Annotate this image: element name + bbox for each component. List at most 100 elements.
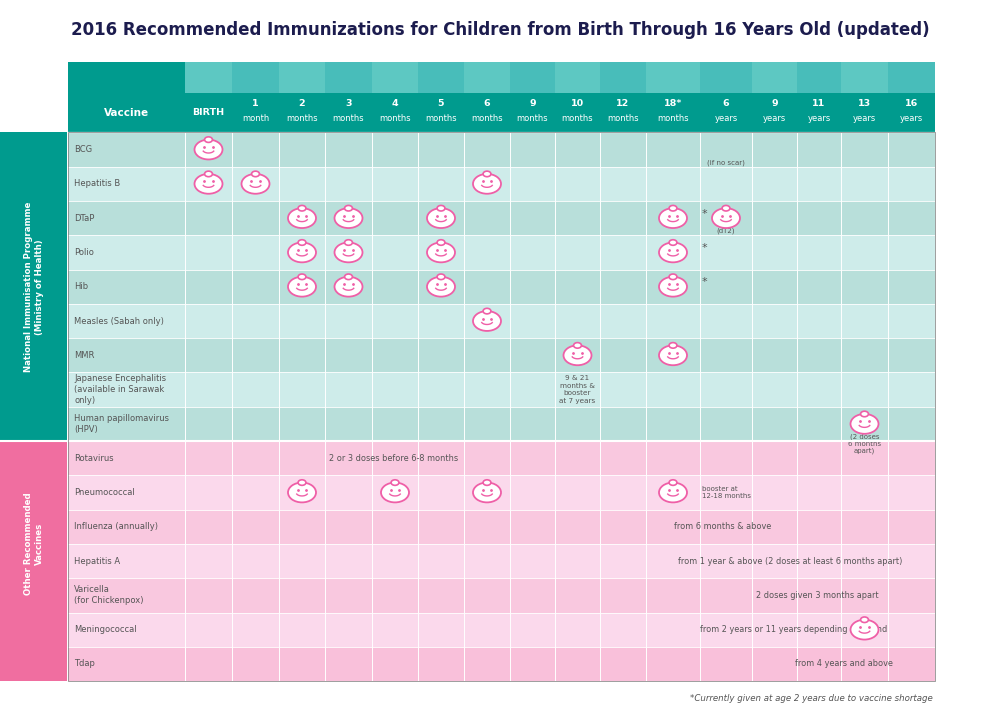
Bar (325, 62, 372, 93)
Bar (841, 62, 888, 93)
Text: (2 doses
6 months
apart): (2 doses 6 months apart) (848, 433, 881, 455)
Circle shape (669, 274, 677, 280)
Text: months: months (607, 114, 639, 123)
Bar (68, 235, 935, 270)
Bar (68, 372, 935, 407)
Text: 18*: 18* (664, 98, 682, 108)
Text: months: months (425, 114, 457, 123)
Circle shape (298, 274, 306, 280)
Circle shape (669, 343, 677, 348)
Text: years: years (853, 114, 876, 123)
Bar (68, 475, 935, 510)
Circle shape (473, 174, 501, 194)
Bar (232, 62, 279, 93)
Text: 11: 11 (812, 98, 826, 108)
Text: 2016 Recommended Immunizations for Children from Birth Through 16 Years Old (upd: 2016 Recommended Immunizations for Child… (71, 21, 929, 39)
Text: Vaccine: Vaccine (104, 108, 149, 118)
Circle shape (722, 205, 730, 211)
Text: Japanese Encephalitis
(available in Sarawak
only): Japanese Encephalitis (available in Sara… (74, 374, 166, 405)
Bar (0, 647, 67, 681)
Text: *: * (702, 209, 708, 219)
Text: DTaP: DTaP (74, 214, 94, 222)
Text: Tdap: Tdap (74, 659, 95, 668)
Text: Pneumococcal: Pneumococcal (74, 488, 135, 497)
Circle shape (669, 480, 677, 486)
Bar (68, 612, 935, 647)
Circle shape (437, 274, 445, 280)
Text: MMR: MMR (74, 350, 94, 360)
Circle shape (381, 483, 409, 503)
Text: 12: 12 (616, 98, 630, 108)
Text: 2 doses given 3 months apart: 2 doses given 3 months apart (756, 591, 879, 600)
Bar (185, 62, 232, 93)
Bar (0, 441, 67, 647)
Text: years: years (900, 114, 923, 123)
Bar (68, 510, 935, 544)
Text: Influenza (annually): Influenza (annually) (74, 523, 158, 531)
Text: months: months (517, 114, 548, 123)
Text: Varicella
(for Chickenpox): Varicella (for Chickenpox) (74, 586, 144, 605)
Circle shape (288, 483, 316, 503)
Text: Meningococcal: Meningococcal (74, 625, 137, 634)
Text: BCG: BCG (74, 145, 92, 154)
Bar (418, 62, 464, 93)
Text: Polio: Polio (74, 248, 94, 257)
Text: months: months (562, 114, 593, 123)
Circle shape (334, 208, 363, 228)
Text: 6: 6 (723, 98, 729, 108)
Circle shape (345, 205, 352, 211)
Text: 2: 2 (299, 98, 305, 108)
Circle shape (437, 240, 445, 245)
Circle shape (288, 277, 316, 297)
Text: 6: 6 (484, 98, 490, 108)
Circle shape (669, 240, 677, 245)
Circle shape (427, 208, 455, 228)
Circle shape (288, 243, 316, 263)
Text: 4: 4 (392, 98, 398, 108)
Bar (510, 62, 555, 93)
Text: years: years (763, 114, 786, 123)
Circle shape (242, 174, 270, 194)
Bar (555, 62, 600, 93)
Circle shape (850, 414, 879, 434)
Text: 1: 1 (252, 98, 259, 108)
Bar (372, 62, 418, 93)
Bar (464, 62, 510, 93)
Bar (68, 647, 935, 681)
Circle shape (205, 171, 212, 177)
Text: Human papillomavirus
(HPV): Human papillomavirus (HPV) (74, 414, 169, 434)
Circle shape (861, 617, 868, 622)
Text: National Immunisation Programme
(Ministry of Health): National Immunisation Programme (Ministr… (24, 202, 44, 372)
Bar (68, 62, 935, 93)
Circle shape (659, 208, 687, 228)
Text: months: months (379, 114, 411, 123)
Circle shape (427, 277, 455, 297)
Bar (68, 407, 935, 441)
Circle shape (669, 205, 677, 211)
Bar (68, 93, 935, 132)
Circle shape (483, 171, 491, 177)
Bar (68, 578, 935, 612)
Text: years: years (714, 114, 738, 123)
Circle shape (473, 311, 501, 331)
Text: months: months (471, 114, 503, 123)
Bar (68, 441, 935, 475)
Text: from 4 years and above: from 4 years and above (795, 659, 892, 668)
Text: from 6 months & above: from 6 months & above (674, 523, 771, 531)
Bar (68, 201, 935, 235)
Text: months: months (333, 114, 364, 123)
Circle shape (334, 277, 363, 297)
Circle shape (483, 480, 491, 486)
Circle shape (252, 171, 259, 177)
Text: months: months (286, 114, 318, 123)
Text: 2 or 3 doses before 6-8 months: 2 or 3 doses before 6-8 months (329, 454, 458, 463)
Text: Hib: Hib (74, 282, 88, 291)
Text: (dT2): (dT2) (717, 228, 735, 234)
Bar (68, 270, 935, 304)
Bar (68, 166, 935, 201)
Circle shape (659, 243, 687, 263)
Text: Measles (Sabah only): Measles (Sabah only) (74, 316, 164, 326)
Circle shape (850, 620, 879, 639)
Text: from 1 year & above (2 doses at least 6 months apart): from 1 year & above (2 doses at least 6 … (678, 556, 903, 566)
Text: *Currently given at age 2 years due to vaccine shortage: *Currently given at age 2 years due to v… (690, 694, 933, 703)
